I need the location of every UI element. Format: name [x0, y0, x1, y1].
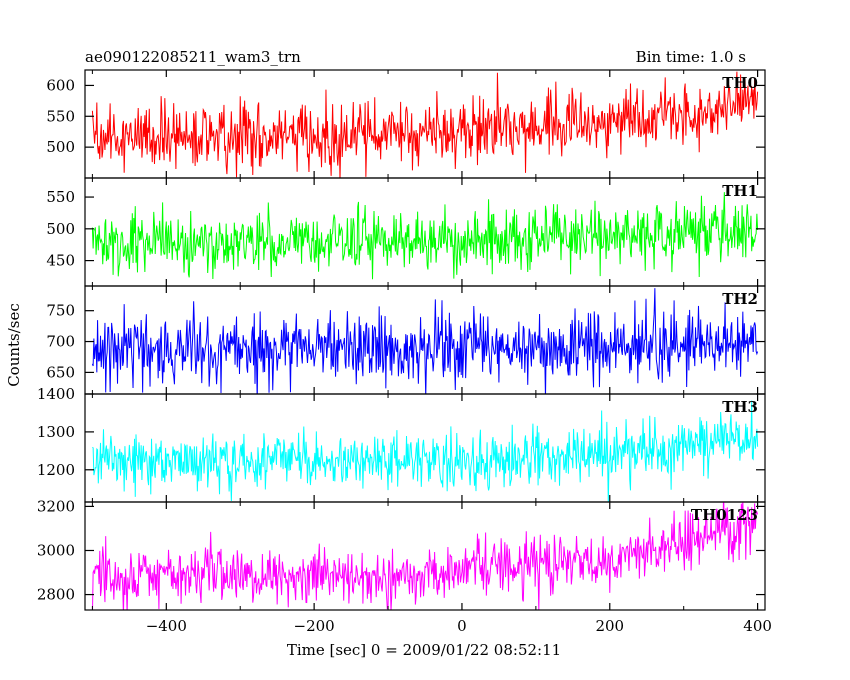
y-tick-label: 600 [46, 76, 75, 94]
series-line-th0123 [92, 502, 759, 610]
panel-frame [84, 501, 766, 611]
y-tick-label: 700 [46, 333, 75, 351]
series-label: TH0 [722, 74, 758, 92]
y-tick-label: 750 [46, 302, 75, 320]
y-tick-label: 550 [46, 107, 75, 125]
y-tick-label: 500 [46, 220, 75, 238]
y-tick-label: 3200 [37, 497, 75, 515]
series-line-th0 [91, 71, 759, 178]
panels-group: 500 550 600 TH0 450 500 550 TH1 650 700 750 TH2 1200… [37, 69, 766, 611]
series-label: TH1 [722, 182, 758, 200]
y-tick-label: 1200 [37, 461, 75, 479]
panel-th3: 1200 1300 1400 TH3 [37, 385, 766, 503]
y-tick-label: 450 [46, 252, 75, 270]
series-label: TH3 [722, 398, 758, 416]
x-axis-label: Time [sec] 0 = 2009/01/22 08:52:11 [287, 641, 561, 659]
panel-th0: 500 550 600 TH0 [46, 69, 766, 179]
panel-th2: 650 700 750 TH2 [46, 285, 766, 395]
panel-th1: 450 500 550 TH1 [46, 177, 766, 287]
figure-title: ae090122085211_wam3_trn [85, 48, 301, 66]
y-tick-label: 500 [46, 138, 75, 156]
series-label: TH0123 [691, 506, 758, 524]
series-line-th3 [92, 400, 759, 502]
panel-th0123: 2800 3000 3200 TH0123 [37, 497, 766, 611]
bin-time-label: Bin time: 1.0 s [636, 48, 746, 66]
series-line-th2 [91, 288, 759, 394]
x-tick-label: 400 [743, 617, 772, 635]
x-tick-label: −200 [294, 617, 335, 635]
series-line-th1 [91, 192, 759, 280]
y-tick-label: 2800 [37, 586, 75, 604]
x-tick-label: 0 [457, 617, 467, 635]
x-axis: −400 −200 0 200 400 [146, 617, 772, 635]
y-axis-label: Counts/sec [5, 303, 23, 387]
y-tick-label: 1300 [37, 423, 75, 441]
y-tick-label: 3000 [37, 541, 75, 559]
x-tick-label: 200 [595, 617, 624, 635]
series-label: TH2 [722, 290, 758, 308]
x-tick-label: −400 [146, 617, 187, 635]
y-tick-label: 550 [46, 188, 75, 206]
y-tick-label: 1400 [37, 385, 75, 403]
y-tick-label: 650 [46, 363, 75, 381]
